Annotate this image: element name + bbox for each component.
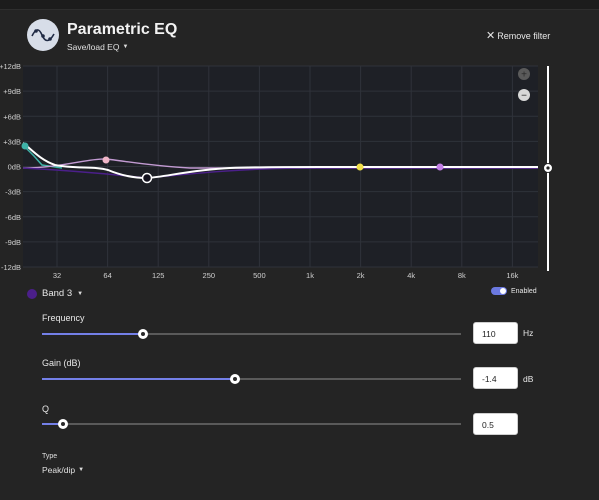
y-tick-label: -9dB bbox=[5, 238, 21, 247]
zoom-in-button[interactable]: + bbox=[518, 68, 530, 81]
band-label: Band 3 bbox=[42, 288, 73, 299]
y-axis-ticks: +12dB +9dB +6dB +3dB 0dB -3dB -6dB -9dB -12dB bbox=[0, 62, 21, 272]
gain-slider[interactable] bbox=[42, 374, 461, 384]
q-slider-thumb[interactable] bbox=[57, 419, 68, 429]
y-tick-label: +6dB bbox=[3, 112, 21, 121]
enabled-label: Enabled bbox=[511, 287, 537, 295]
gain-slider-fill bbox=[42, 378, 235, 380]
band-2-handle bbox=[102, 156, 110, 164]
save-load-eq-dropdown[interactable]: Save/load EQ ▼ bbox=[67, 42, 128, 52]
zoom-out-button[interactable]: − bbox=[518, 89, 530, 102]
enabled-toggle-group: Enabled bbox=[491, 287, 537, 295]
chevron-down-icon: ▼ bbox=[78, 467, 85, 473]
x-tick-label: 16k bbox=[506, 271, 518, 280]
frequency-input[interactable]: 110 bbox=[473, 322, 518, 344]
frequency-slider-thumb[interactable] bbox=[137, 329, 148, 339]
band-handles[interactable] bbox=[21, 142, 444, 184]
x-tick-label: 500 bbox=[253, 271, 266, 280]
q-label: Q bbox=[42, 404, 50, 414]
y-tick-label: +12dB bbox=[0, 62, 21, 71]
x-tick-label: 32 bbox=[53, 271, 61, 280]
frequency-slider[interactable] bbox=[42, 329, 461, 339]
eq-graph[interactable]: +12dB +9dB +6dB +3dB 0dB -3dB -6dB -9dB -12dB 32… bbox=[0, 62, 599, 282]
toggle-knob bbox=[500, 288, 506, 294]
filter-type-dropdown[interactable]: Peak/dip ▼ bbox=[42, 465, 84, 475]
q-slider[interactable] bbox=[42, 419, 461, 429]
gain-input[interactable]: -1.4 bbox=[473, 367, 518, 389]
band-5-handle bbox=[436, 163, 444, 171]
gain-unit: dB bbox=[523, 374, 534, 384]
zoom-out-label: − bbox=[521, 91, 527, 102]
x-tick-label: 1k bbox=[306, 271, 314, 280]
q-input[interactable]: 0.5 bbox=[473, 413, 518, 435]
band-selector[interactable]: Band 3 ▼ bbox=[27, 288, 83, 299]
frequency-label: Frequency bbox=[42, 313, 85, 323]
chevron-down-icon: ▼ bbox=[77, 290, 84, 297]
gain-slider-thumb[interactable] bbox=[229, 374, 240, 384]
band-3-handle bbox=[141, 172, 153, 184]
x-tick-label: 4k bbox=[407, 271, 415, 280]
y-tick-label: -12dB bbox=[1, 263, 21, 272]
save-load-label: Save/load EQ bbox=[67, 42, 120, 52]
x-tick-label: 125 bbox=[152, 271, 165, 280]
chevron-down-icon: ▼ bbox=[122, 44, 129, 50]
x-tick-label: 8k bbox=[458, 271, 466, 280]
zoom-in-label: + bbox=[521, 70, 527, 81]
frequency-unit: Hz bbox=[523, 328, 534, 338]
type-label: Type bbox=[42, 453, 58, 460]
band-color-dot bbox=[27, 288, 37, 299]
gain-label: Gain (dB) bbox=[42, 358, 81, 368]
filter-type-value: Peak/dip bbox=[42, 465, 76, 475]
x-tick-label: 250 bbox=[203, 271, 216, 280]
y-tick-label: +9dB bbox=[3, 87, 21, 96]
x-tick-label: 64 bbox=[103, 271, 111, 280]
eq-logo-icon bbox=[27, 19, 59, 51]
top-bar bbox=[0, 0, 599, 10]
y-tick-label: 0dB bbox=[8, 163, 21, 172]
y-tick-label: -3dB bbox=[5, 188, 21, 197]
page-title: Parametric EQ bbox=[67, 21, 178, 38]
enabled-toggle[interactable] bbox=[491, 287, 507, 295]
remove-filter-label: Remove filter bbox=[497, 31, 551, 41]
vertical-gain-slider[interactable] bbox=[543, 66, 553, 271]
y-tick-label: -6dB bbox=[5, 213, 21, 222]
band-1-handle bbox=[21, 142, 29, 150]
frequency-slider-fill bbox=[42, 333, 143, 335]
y-tick-label: +3dB bbox=[3, 137, 21, 146]
q-slider-fill bbox=[42, 423, 63, 425]
combined-response-curve bbox=[22, 142, 538, 180]
remove-filter-button[interactable]: ✕ Remove filter bbox=[486, 29, 551, 42]
close-icon: ✕ bbox=[486, 29, 496, 42]
x-tick-label: 2k bbox=[357, 271, 365, 280]
band-4-handle bbox=[356, 163, 364, 171]
x-axis-ticks: 32 64 125 250 500 1k 2k 4k 8k 16k bbox=[53, 271, 519, 280]
